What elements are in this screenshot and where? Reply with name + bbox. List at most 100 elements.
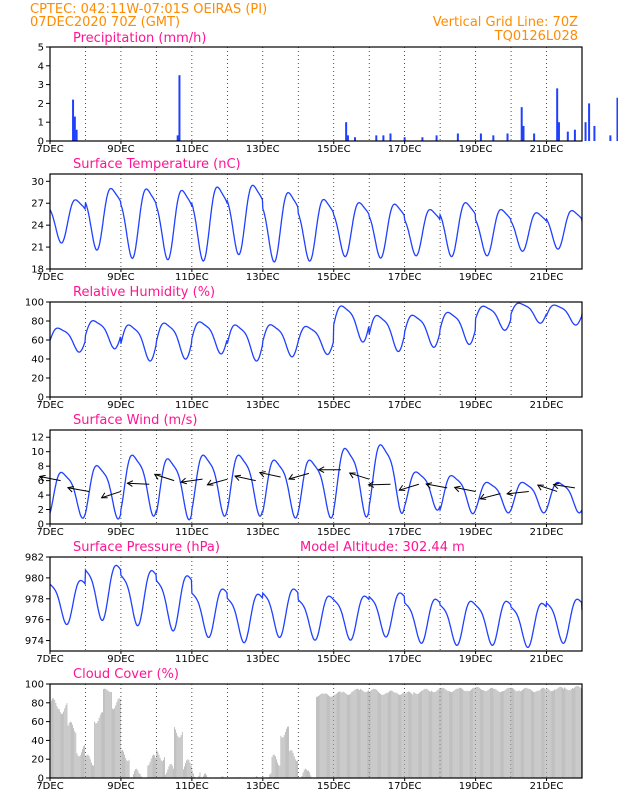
cloud-bar xyxy=(293,756,295,778)
cloud-bar xyxy=(103,689,104,778)
cloud-bar xyxy=(57,708,59,778)
cloud-bar xyxy=(318,696,319,778)
cloud-bar xyxy=(472,688,473,778)
cloud-bar xyxy=(568,690,570,778)
wind-arrow xyxy=(154,473,175,482)
panel-frame xyxy=(49,173,583,270)
cloud-bar xyxy=(351,691,353,778)
cloud-bar xyxy=(301,775,303,778)
cloud-bar xyxy=(572,687,573,778)
cloud-bar xyxy=(114,708,115,778)
run-header: 07DEC2020 70Z (GMT) xyxy=(30,15,180,30)
cloud-bar xyxy=(380,693,381,778)
x-tick-label: 21DEC xyxy=(530,527,564,538)
x-tick-label: 19DEC xyxy=(459,272,493,283)
y-tick-label: 0 xyxy=(38,774,44,785)
cloud-bar xyxy=(386,693,388,778)
cloud-bar xyxy=(543,687,544,778)
x-tick-label: 9DEC xyxy=(107,527,134,538)
cloud-bar xyxy=(361,689,363,778)
cloud-bar xyxy=(579,687,581,778)
cloud-bar xyxy=(444,688,446,778)
cloud-bar xyxy=(118,698,120,778)
cloud-bar xyxy=(533,691,534,778)
cloud-bar xyxy=(449,691,450,778)
cloud-bar xyxy=(460,687,461,778)
x-tick-label: 9DEC xyxy=(107,144,134,155)
cloud-bar xyxy=(550,691,552,778)
cloud-bar xyxy=(328,695,329,778)
y-tick-label: 100 xyxy=(25,298,44,309)
cloud-bar xyxy=(503,691,505,778)
x-tick-label: 11DEC xyxy=(175,144,209,155)
cloud-bar xyxy=(191,770,193,778)
cloud-bar xyxy=(174,727,175,778)
precip-bar xyxy=(522,125,525,141)
x-tick-label: 9DEC xyxy=(107,781,134,792)
cloud-bar xyxy=(381,694,383,778)
cloud-bar xyxy=(360,688,362,778)
cloud-bar xyxy=(545,689,547,778)
cloud-bar xyxy=(537,691,539,778)
cloud-bar xyxy=(276,759,277,778)
cloud-bar xyxy=(435,691,437,778)
cloud-bar xyxy=(410,692,411,778)
cloud-bar xyxy=(546,687,548,778)
cloud-bar xyxy=(359,690,360,778)
cloud-bar xyxy=(569,689,571,778)
y-tick-label: 80 xyxy=(31,698,44,709)
cloud-bar xyxy=(108,691,110,778)
x-tick-label: 21DEC xyxy=(530,781,564,792)
wind-arrow-head xyxy=(536,484,544,491)
cloud-bar xyxy=(484,690,486,778)
x-tick-label: 7DEC xyxy=(36,527,63,538)
cloud-bar xyxy=(170,764,172,778)
cloud-bar xyxy=(184,766,185,778)
x-tick-label: 13DEC xyxy=(246,272,280,283)
cloud-bar xyxy=(441,688,442,778)
panel-annotation: Model Altitude: 302.44 m xyxy=(300,540,465,555)
cloud-bar xyxy=(355,688,357,778)
cloud-bar xyxy=(505,689,507,778)
cloud-bar xyxy=(389,691,390,778)
cloud-bar xyxy=(342,691,344,778)
cloud-bar xyxy=(493,688,495,778)
cloud-bar xyxy=(309,772,311,778)
x-tick-label: 9DEC xyxy=(107,654,134,665)
cloud-bar xyxy=(474,687,476,778)
wind-arrow-head xyxy=(506,489,514,497)
cloud-bar xyxy=(553,690,554,778)
cloud-bar xyxy=(512,687,513,778)
cloud-bar xyxy=(547,688,549,778)
x-tick-label: 13DEC xyxy=(246,781,280,792)
y-tick-label: 21 xyxy=(31,243,44,254)
cloud-bar xyxy=(517,691,519,778)
cloud-bar xyxy=(183,769,184,778)
cloud-bar xyxy=(407,691,409,778)
cloud-bar xyxy=(357,688,358,778)
series-line xyxy=(49,184,583,263)
cloud-bar xyxy=(160,760,162,778)
cloud-bar xyxy=(542,687,543,778)
cloud-bar xyxy=(538,690,540,778)
cloud-bar xyxy=(271,756,273,778)
panel-1: Surface Temperature (nC) 18 21 24 27 30 7DEC 9D… xyxy=(31,157,583,283)
cloud-bar xyxy=(192,773,194,778)
cloud-bar xyxy=(110,691,112,778)
cloud-bar xyxy=(173,768,174,778)
cloud-bar xyxy=(388,692,389,778)
cloud-bar xyxy=(433,692,435,778)
cloud-bar xyxy=(430,691,431,778)
cloud-bar xyxy=(178,737,180,778)
cloud-bar xyxy=(281,737,283,778)
cloud-bar xyxy=(320,694,322,778)
cloud-bar xyxy=(104,688,106,778)
cloud-bar xyxy=(478,687,480,778)
wind-arrow xyxy=(207,478,228,486)
cloud-bar xyxy=(515,690,517,778)
cloud-bar xyxy=(127,761,129,778)
y-tick-label: 100 xyxy=(25,680,44,691)
x-tick-label: 11DEC xyxy=(175,272,209,283)
cloud-bar xyxy=(436,690,438,778)
cloud-bar xyxy=(52,698,53,778)
